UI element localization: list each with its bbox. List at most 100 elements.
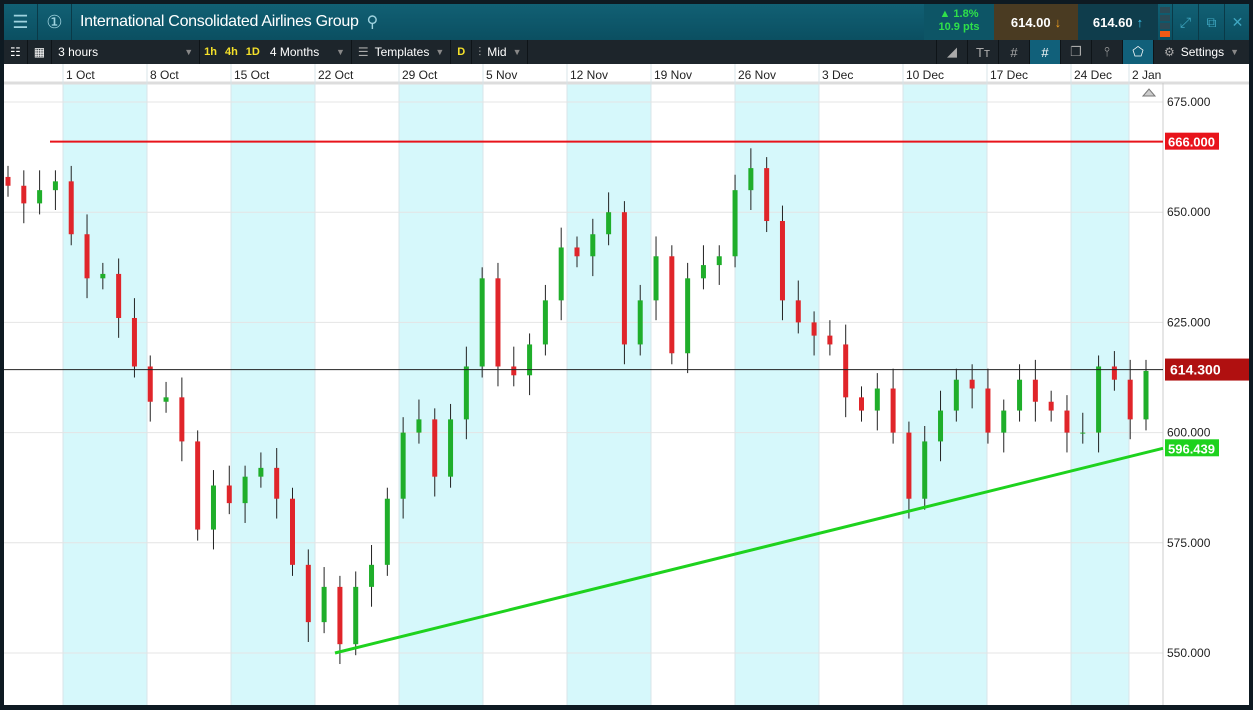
candle-body xyxy=(827,335,833,345)
buy-price: 614.60 xyxy=(1092,14,1133,30)
candle xyxy=(621,201,627,365)
candle xyxy=(938,390,944,462)
text-tool-icon[interactable]: Tт xyxy=(967,40,998,64)
candle xyxy=(574,236,580,268)
search-icon[interactable]: ⚲ xyxy=(366,14,379,31)
change-percent: ▲ 1.8% xyxy=(939,8,979,20)
close-icon[interactable]: ✕ xyxy=(1224,4,1250,40)
x-tick-label: 17 Dec xyxy=(990,68,1028,82)
y-tick-label: 650.000 xyxy=(1167,205,1211,219)
candle-body xyxy=(1096,366,1102,433)
grid-icon[interactable]: # xyxy=(998,40,1029,64)
shaded-week-band xyxy=(231,83,315,705)
candle xyxy=(84,214,90,299)
shaded-week-band xyxy=(903,83,987,705)
x-tick-label: 3 Dec xyxy=(822,68,853,82)
candle xyxy=(179,377,185,462)
candle-body xyxy=(163,397,169,402)
candle xyxy=(779,205,785,321)
chart-canvas[interactable]: 1 Oct 8 Oct 15 Oct 22 Oct 29 Oct 5 Nov 12 Nov 1… xyxy=(4,64,1249,705)
x-tick-label: 1 Oct xyxy=(66,68,95,82)
menu-icon[interactable]: ☰ xyxy=(4,4,38,40)
candle-body xyxy=(384,498,390,565)
candle-icon[interactable]: ⫯ xyxy=(1091,40,1122,64)
popout-icon[interactable]: ⧉ xyxy=(1198,4,1224,40)
candle-body xyxy=(621,212,627,345)
quick-1h[interactable]: 1h xyxy=(204,46,217,58)
layers-icon[interactable]: ❐ xyxy=(1060,40,1091,64)
quick-1d[interactable]: 1D xyxy=(245,46,260,58)
candle-body xyxy=(1080,432,1086,434)
scroll-up-icon[interactable] xyxy=(1141,88,1157,97)
candle-body xyxy=(969,379,975,389)
candle-body xyxy=(179,397,185,442)
candle-body xyxy=(779,221,785,301)
candle xyxy=(463,346,469,440)
candle xyxy=(495,262,501,387)
candle-body xyxy=(795,300,801,323)
crosshair-icon[interactable]: # xyxy=(1029,40,1060,64)
candle xyxy=(716,245,722,285)
interval-select[interactable]: 3 hours ▼ xyxy=(52,40,201,64)
x-tick-label: 15 Oct xyxy=(234,68,270,82)
layout-icon[interactable]: ▦ xyxy=(28,40,53,64)
candle xyxy=(100,262,106,290)
candle xyxy=(1143,359,1149,431)
candle xyxy=(764,157,770,233)
candle xyxy=(147,355,153,422)
y-tick-label: 600.000 xyxy=(1167,426,1211,440)
candle xyxy=(448,403,454,488)
candle-body xyxy=(274,467,280,499)
range-select[interactable]: 4 Months ▼ xyxy=(264,40,352,64)
candle xyxy=(859,386,864,422)
candle-body xyxy=(463,366,469,420)
d-button[interactable]: D xyxy=(451,40,473,64)
resistance-label-bg xyxy=(1165,132,1219,150)
x-tick-label: 2 Jan xyxy=(1132,68,1161,82)
settings-button[interactable]: ⚙ Settings ▼ xyxy=(1153,40,1249,64)
candle xyxy=(21,170,27,224)
y-tick-label: 550.000 xyxy=(1167,646,1211,660)
candle xyxy=(1048,390,1054,422)
candle xyxy=(321,567,327,634)
sliders-icon: ☰ xyxy=(357,45,369,59)
settings-label: Settings xyxy=(1180,45,1225,59)
candle-body xyxy=(843,344,849,398)
x-tick-label: 10 Dec xyxy=(906,68,944,82)
candle xyxy=(258,452,264,488)
candle xyxy=(210,470,216,550)
shaded-week-band xyxy=(735,83,819,705)
draw-tool-icon[interactable]: ◢ xyxy=(936,40,967,64)
candle-body xyxy=(1111,366,1117,380)
candle-body xyxy=(859,397,864,411)
x-tick-label: 19 Nov xyxy=(654,68,692,82)
candle-body xyxy=(353,586,359,645)
candle-body xyxy=(606,212,612,235)
candle-body xyxy=(52,181,58,191)
candle-body xyxy=(258,467,264,477)
candle xyxy=(748,148,754,210)
x-tick-label: 24 Dec xyxy=(1074,68,1112,82)
interval-label: 3 hours xyxy=(58,45,99,59)
candle-body xyxy=(321,586,327,623)
sell-button[interactable]: 614.00 ↓ xyxy=(994,4,1078,40)
x-tick-label: 12 Nov xyxy=(570,68,608,82)
candle-body xyxy=(305,564,311,623)
tag-icon[interactable]: ⬠ xyxy=(1122,40,1153,64)
buy-button[interactable]: 614.60 ↑ xyxy=(1078,4,1158,40)
price-type-select[interactable]: ⫶ Mid ▼ xyxy=(472,40,529,64)
list-icon[interactable]: ☷ xyxy=(4,40,28,64)
candle-body xyxy=(1017,379,1023,411)
maximize-icon[interactable]: ⤢ xyxy=(1172,4,1198,40)
candle xyxy=(527,333,533,396)
quick-4h[interactable]: 4h xyxy=(224,46,238,58)
price-chart[interactable]: 1 Oct 8 Oct 15 Oct 22 Oct 29 Oct 5 Nov 12 Nov 1… xyxy=(4,64,1249,705)
templates-select[interactable]: ☰ Templates ▼ xyxy=(352,40,452,64)
candle xyxy=(274,448,280,519)
x-tick-label: 29 Oct xyxy=(402,68,438,82)
candle xyxy=(369,545,375,607)
candle-body xyxy=(369,564,375,587)
candle-body xyxy=(985,388,991,433)
candle xyxy=(52,170,58,210)
link-group-icon[interactable]: ① xyxy=(38,4,72,40)
